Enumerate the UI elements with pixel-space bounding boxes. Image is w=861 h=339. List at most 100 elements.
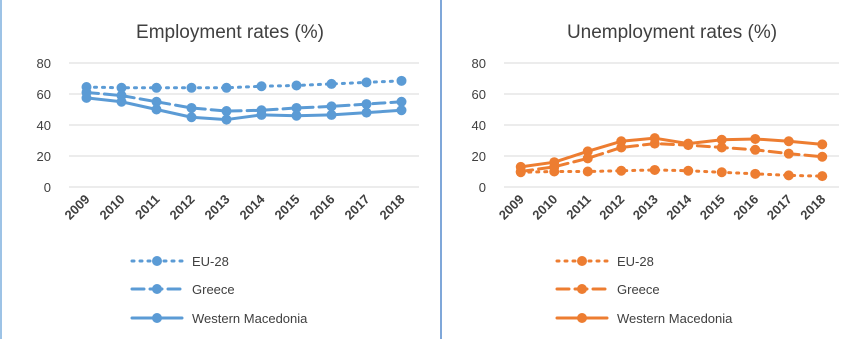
unemp-data-point [582,153,593,164]
emp-x-tick-label: 2014 [237,191,269,223]
emp-data-point [116,96,127,107]
emp-data-point [256,109,267,120]
emp-x-tick-label: 2011 [132,192,163,223]
emp-series-line-western-macedonia [85,96,403,122]
unemp-legend-label: EU-28 [617,254,654,269]
unemp-data-point [783,136,794,147]
emp-data-point [186,112,197,123]
emp-data-point [396,105,407,116]
emp-y-tick-label: 80 [37,56,51,71]
unemp-y-tick-label: 80 [472,56,486,71]
emp-legend-marker [152,256,162,266]
emp-data-point [361,107,372,118]
unemp-chart-title: Unemployment rates (%) [567,22,777,43]
emp-series-line-greece [85,90,403,113]
unemp-y-tick-label: 0 [479,180,486,195]
unemp-data-point [582,146,593,157]
unemp-x-tick-label: 2012 [596,192,627,223]
emp-x-tick-label: 2010 [97,192,128,223]
unemp-data-point [817,139,828,150]
unemp-x-tick-label: 2009 [496,192,527,223]
unemp-y-tick-label: 40 [472,118,486,133]
unemp-series-line-eu-28 [519,168,824,178]
emp-x-tick-label: 2015 [272,192,303,223]
emp-data-point [221,106,232,117]
emp-data-point [326,78,337,89]
emp-legend-label: EU-28 [192,254,229,269]
emp-legend-marker [152,284,162,294]
emp-y-tick-label: 0 [44,180,51,195]
unemp-data-point [716,134,727,145]
emp-x-tick-label: 2018 [377,192,408,223]
unemp-legend-marker [577,284,587,294]
emp-data-point [221,114,232,125]
unemp-data-point [750,168,761,179]
unemp-x-tick-label: 2018 [797,192,828,223]
emp-x-tick-label: 2013 [202,192,233,223]
emp-x-tick-label: 2009 [62,192,93,223]
unemp-data-point [783,148,794,159]
emp-chart-title: Employment rates (%) [136,22,324,43]
emp-legend-marker [152,313,162,323]
emp-data-point [186,82,197,93]
unemp-legend-marker [577,256,587,266]
employment-chart-panel: Employment rates (%) 0 20 40 60 80 2009 2010 201… [0,0,419,339]
emp-data-point [326,109,337,120]
emp-data-point [396,96,407,107]
unemp-data-point [616,165,627,176]
unemp-series-line-western-macedonia [519,136,824,169]
emp-x-tick-label: 2016 [307,192,338,223]
unemp-data-point [649,133,660,144]
unemp-legend-label: Western Macedonia [617,311,733,326]
unemp-x-tick-label: 2016 [730,192,761,223]
emp-data-point [151,96,162,107]
unemp-x-tick-label: 2010 [529,192,560,223]
unemp-data-point [817,171,828,182]
emp-x-tick-label: 2017 [342,192,373,223]
emp-data-point [291,102,302,113]
unemp-data-point [716,142,727,153]
emp-data-point [326,101,337,112]
emp-data-point [81,92,92,103]
unemp-data-point [683,138,694,149]
emp-data-point [151,82,162,93]
unemp-x-tick-label: 2017 [764,192,795,223]
emp-data-point [361,77,372,88]
emp-data-point [186,102,197,113]
emp-data-point [256,81,267,92]
emp-data-point [221,82,232,93]
emp-data-point [151,104,162,115]
unemp-series-line-greece [519,142,824,173]
unemp-data-point [783,170,794,181]
emp-y-tick-label: 60 [37,87,51,102]
emp-y-tick-label: 20 [37,149,51,164]
unemp-data-point [649,164,660,175]
unemp-legend-marker [577,313,587,323]
emp-y-tick-label: 40 [37,118,51,133]
emp-series-line-eu-28 [85,79,403,90]
emp-data-point [291,80,302,91]
unemp-data-point [582,166,593,177]
unemp-data-point [716,167,727,178]
emp-data-point [116,82,127,93]
emp-legend-label: Western Macedonia [192,311,308,326]
unemployment-chart-panel: Unemployment rates (%) 0 20 40 60 80 2009 2010 2… [440,0,861,339]
emp-data-point [361,99,372,110]
unemp-x-tick-label: 2011 [563,192,594,223]
unemp-data-point [549,157,560,168]
unemp-data-point [515,161,526,172]
unemp-data-point [750,133,761,144]
unemp-y-tick-label: 60 [472,87,486,102]
unemp-data-point [817,151,828,162]
unemp-data-point [750,144,761,155]
unemp-y-tick-label: 20 [472,149,486,164]
unemp-data-point [616,136,627,147]
emp-legend-label: Greece [192,282,235,297]
unemp-x-tick-label: 2013 [630,192,661,223]
unemp-x-tick-label: 2015 [697,192,728,223]
emp-x-tick-label: 2012 [167,192,198,223]
unemp-legend-label: Greece [617,282,660,297]
